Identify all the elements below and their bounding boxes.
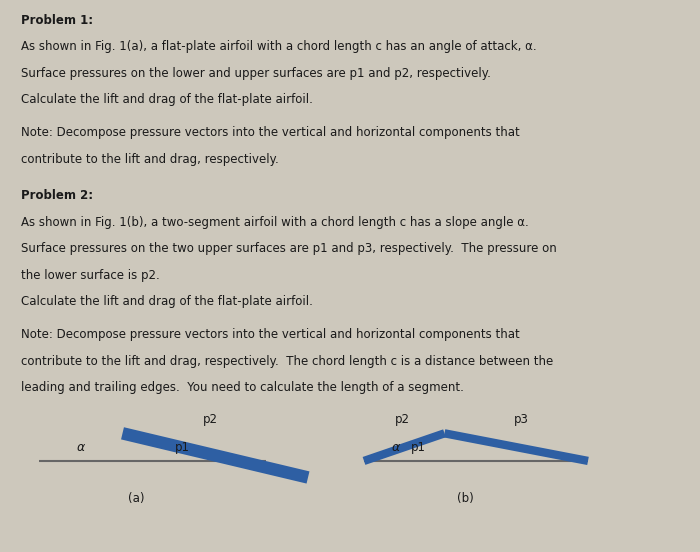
Text: Surface pressures on the lower and upper surfaces are p1 and p2, respectively.: Surface pressures on the lower and upper… [21, 67, 491, 80]
Text: Calculate the lift and drag of the flat-plate airfoil.: Calculate the lift and drag of the flat-… [21, 93, 313, 107]
Text: contribute to the lift and drag, respectively.  The chord length c is a distance: contribute to the lift and drag, respect… [21, 355, 553, 368]
Text: α: α [391, 440, 400, 454]
Text: α: α [76, 440, 85, 454]
Text: contribute to the lift and drag, respectively.: contribute to the lift and drag, respect… [21, 153, 279, 166]
Text: Note: Decompose pressure vectors into the vertical and horizontal components tha: Note: Decompose pressure vectors into th… [21, 126, 519, 140]
Text: As shown in Fig. 1(b), a two-segment airfoil with a chord length c has a slope a: As shown in Fig. 1(b), a two-segment air… [21, 216, 528, 229]
Text: p1: p1 [174, 440, 190, 454]
Text: p1: p1 [411, 440, 426, 454]
Text: the lower surface is p2.: the lower surface is p2. [21, 269, 160, 282]
Text: (b): (b) [457, 492, 474, 505]
Text: Note: Decompose pressure vectors into the vertical and horizontal components tha: Note: Decompose pressure vectors into th… [21, 328, 519, 342]
Text: leading and trailing edges.  You need to calculate the length of a segment.: leading and trailing edges. You need to … [21, 381, 464, 395]
Text: Surface pressures on the two upper surfaces are p1 and p3, respectively.  The pr: Surface pressures on the two upper surfa… [21, 242, 556, 256]
Text: p2: p2 [202, 413, 218, 426]
Text: Calculate the lift and drag of the flat-plate airfoil.: Calculate the lift and drag of the flat-… [21, 295, 313, 309]
Text: p3: p3 [514, 413, 529, 426]
Text: p2: p2 [395, 413, 410, 426]
Text: Problem 1:: Problem 1: [21, 14, 93, 27]
Text: As shown in Fig. 1(a), a flat-plate airfoil with a chord length c has an angle o: As shown in Fig. 1(a), a flat-plate airf… [21, 40, 537, 54]
Text: (a): (a) [128, 492, 145, 505]
Text: Problem 2:: Problem 2: [21, 189, 93, 203]
